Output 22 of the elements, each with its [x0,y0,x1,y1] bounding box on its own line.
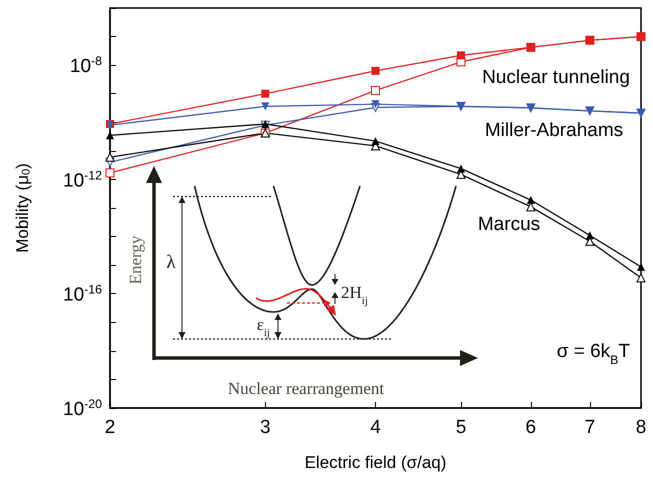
y-tick-label: 10$^{-20}$ [63,397,102,420]
x-tick-label: 8 [636,417,646,438]
x-axis-title: Electric field (σ/aq) [304,453,446,472]
annotation: 2H$_{ij}$ [341,283,368,307]
annotation: Nuclear tunneling [482,67,630,88]
x-tick-label: 5 [456,417,466,438]
x-tick-label: 6 [526,417,536,438]
y-tick-label: 10$^{-16}$ [63,282,102,306]
annotation: ε$_{ij}$ [256,315,270,339]
x-tick-label: 3 [260,417,271,438]
y-tick-label: 10$^{-8}$ [70,54,102,78]
annotation: Energy [126,235,145,284]
annotation: Miller-Abrahams [484,120,624,141]
annotation: Nuclear rearrangement [228,379,384,398]
y-axis-title: Mobility (μ0) [13,163,32,253]
x-tick-label: 2 [104,417,116,438]
y-tick-label: 10$^{-12}$ [63,168,102,192]
x-tick-label: 4 [370,417,382,438]
annotation: σ = 6k$_{B}$T [556,341,630,367]
x-tick-label: 7 [584,417,596,438]
annotation: λ [166,252,176,273]
annotation: Marcus [478,214,540,235]
